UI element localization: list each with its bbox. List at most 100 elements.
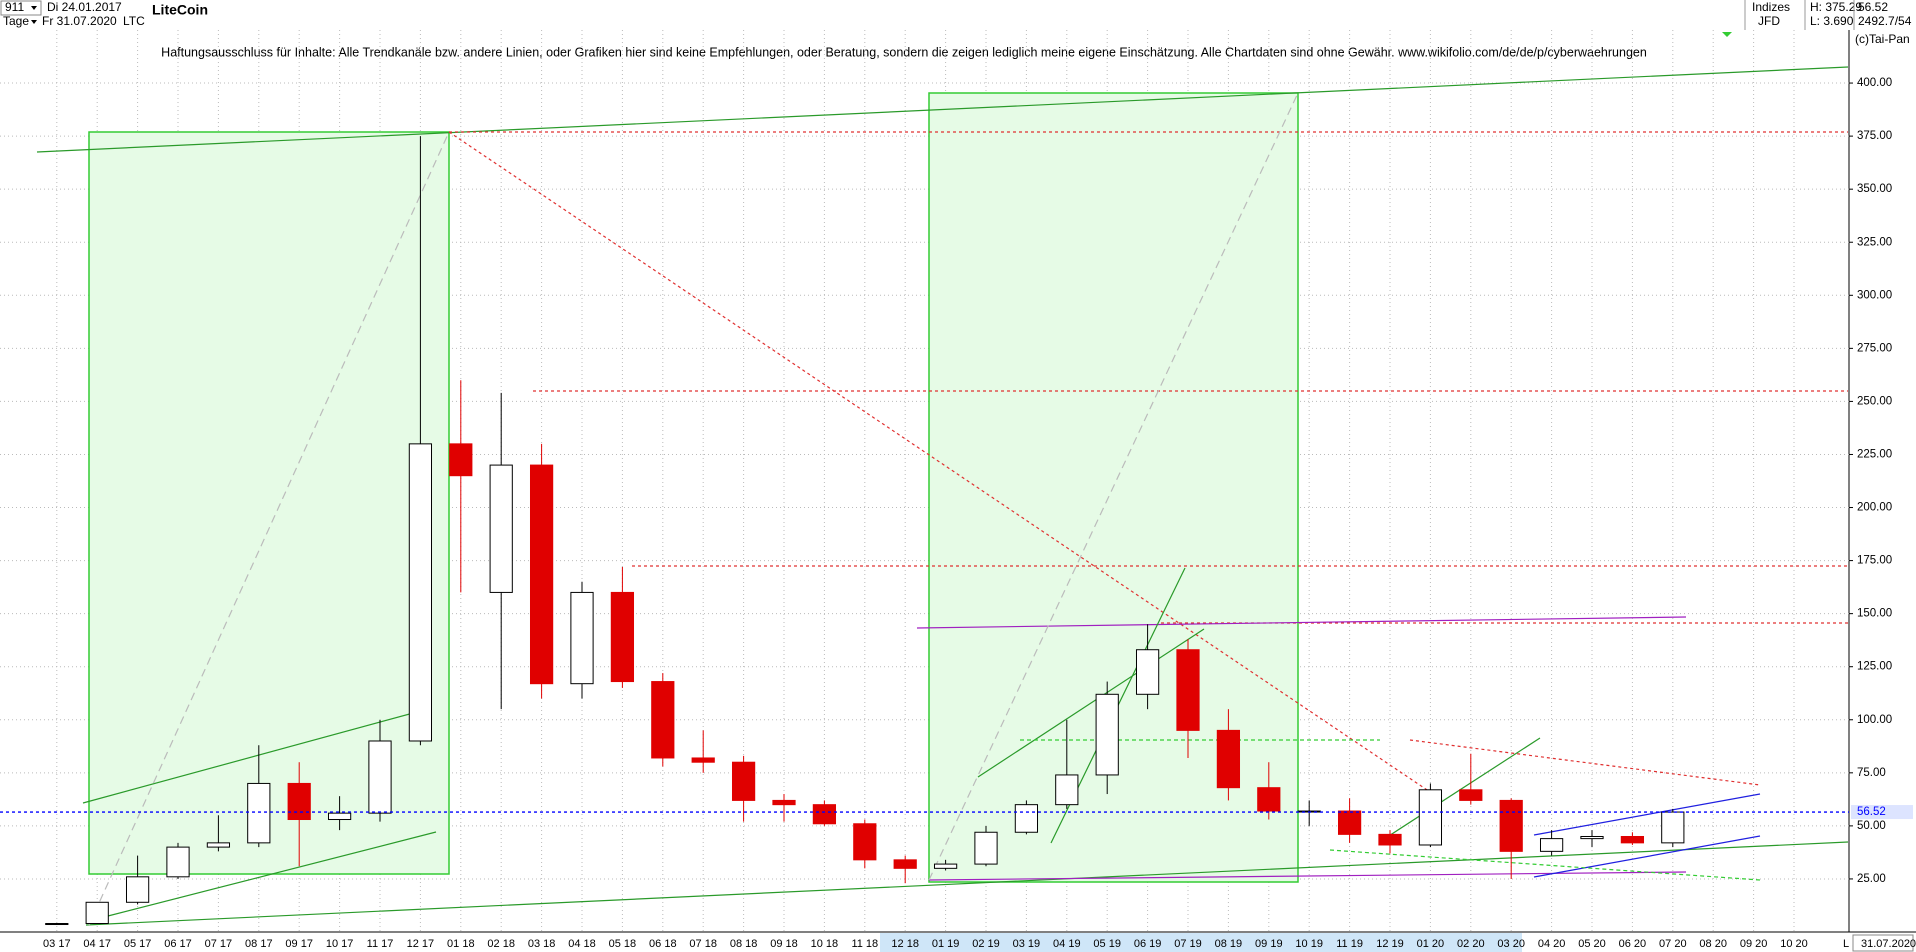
candle-body [772,799,796,806]
candle-body [1216,729,1241,789]
x-tick-label: 09 20 [1740,938,1768,950]
candle-body [1055,774,1079,806]
x-tick-label: 11 18 [851,938,878,950]
candle-body [1014,804,1039,833]
x-tick-label: 03 18 [528,938,556,950]
y-tick-label: 75.00 [1857,767,1886,779]
x-tick-label: 02 18 [487,938,515,950]
x-tick-label: 04 17 [83,938,111,950]
candle-body [1176,649,1200,731]
y-tick-label: 200.00 [1857,502,1892,514]
trend-line [916,616,1687,629]
candle-body [853,823,877,861]
candle-body [206,842,231,848]
x-tick-label: 10 17 [326,938,354,950]
group: Indizes [1752,0,1790,14]
candle-body [691,757,715,763]
candle-body [489,464,513,593]
id-box[interactable] [0,0,42,16]
x-tick-label: 10 20 [1780,938,1808,950]
x-tick-label: 09 19 [1255,938,1283,950]
x-tick-label: 03 20 [1497,938,1525,950]
candle-body [610,591,635,683]
x-tick-label: 04 20 [1538,938,1566,950]
copyright: (c)Tai-Pan [1855,32,1910,46]
candle-body [247,782,271,844]
trend-line [88,131,450,926]
candle-body [1418,789,1443,846]
x-tick-label: 05 17 [124,938,152,950]
x-tick-label: 07 19 [1174,938,1202,950]
x-tick-label: 06 17 [164,938,192,950]
symbol: LTC [123,14,145,28]
y-tick-label: 250.00 [1857,395,1892,407]
instrument-name: LiteCoin [152,2,208,18]
x-highlight [880,933,1522,952]
candle-body [1580,835,1604,840]
candle-body [933,863,958,869]
trend-line [103,831,437,918]
x-tick-label: 06 18 [649,938,677,950]
candle-body [812,804,837,825]
id[interactable]: 911 [5,0,24,14]
x-tick-label: 06 19 [1134,938,1162,950]
candle-body [125,876,150,903]
x-tick-label: 09 17 [285,938,313,950]
end-date: Fr 31.07.2020 [42,14,117,28]
candle-body [1135,649,1160,695]
candle-body [368,740,392,814]
trend-line [1533,835,1761,878]
candle-body [449,443,473,477]
x-tick-label: 09 18 [770,938,798,950]
end-date-label: 31.07.2020 [1861,938,1916,950]
candle-body [287,782,311,821]
candle-body [1337,810,1362,835]
candle-body [1459,789,1483,801]
candle-body [1539,838,1564,852]
candle-body [1257,787,1281,812]
last-price-box [1851,805,1913,820]
candle-body [1499,799,1523,852]
scale-mode[interactable]: L [1843,938,1849,950]
marker [1722,32,1732,37]
trend-line [977,628,1205,778]
y-tick-label: 300.00 [1857,289,1892,301]
y-tick-label: 375.00 [1857,130,1892,142]
info: 2492.7/54 [1858,14,1912,28]
y-tick-label: 400.00 [1857,77,1892,89]
range-box [88,131,450,875]
x-tick-label: 08 19 [1215,938,1243,950]
x-tick-label: 01 18 [447,938,475,950]
candle-body [651,681,675,759]
period[interactable]: Tage [3,14,29,28]
trend-line [1409,739,1761,786]
candle-body [408,443,433,742]
x-tick-label: 01 20 [1417,938,1445,950]
x-tick-label: 08 18 [730,938,758,950]
x-tick-label: 05 18 [609,938,637,950]
candle-body [1378,833,1402,846]
x-tick-label: 10 18 [811,938,839,950]
candle-body [45,923,69,926]
trend-line [36,66,1849,153]
x-tick-label: 02 19 [972,938,1000,950]
candle-body [974,831,998,865]
x-tick-label: 10 19 [1295,938,1323,950]
x-tick-label: 05 19 [1093,938,1121,950]
low: L: 3.690 [1810,14,1854,28]
candle-body [1095,693,1119,776]
trend-line [928,92,1299,881]
y-tick-label: 325.00 [1857,236,1892,248]
y-tick-label: 350.00 [1857,183,1892,195]
candle-body [1620,835,1645,844]
candle-body [1661,811,1685,844]
y-tick-label: 50.00 [1857,820,1886,832]
x-tick-label: 04 19 [1053,938,1081,950]
x-tick-label: 03 17 [43,938,71,950]
candle-body [529,464,554,685]
x-tick-label: 12 18 [891,938,919,950]
candle-body [893,859,917,869]
candle-body [731,761,756,801]
